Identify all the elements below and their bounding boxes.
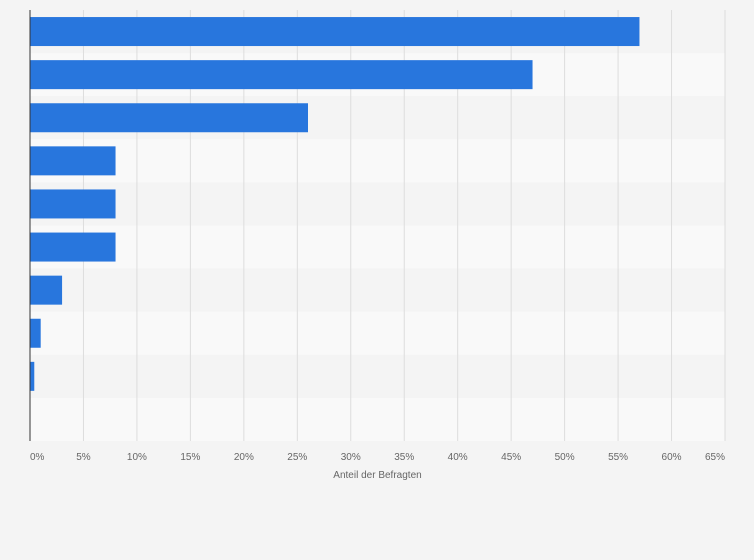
- x-tick-label: 30%: [341, 452, 361, 463]
- bar: [30, 275, 63, 305]
- bar: [30, 17, 640, 47]
- bar: [30, 146, 116, 176]
- bar: [30, 103, 308, 133]
- bar: [30, 361, 35, 391]
- x-tick-label: 5%: [76, 452, 91, 463]
- x-axis-title: Anteil der Befragten: [333, 470, 421, 481]
- x-tick-label: 15%: [180, 452, 200, 463]
- row-band: [30, 397, 725, 441]
- x-tick-label: 60%: [662, 452, 682, 463]
- x-tick-label: 10%: [127, 452, 147, 463]
- row-band: [30, 225, 725, 269]
- row-band: [30, 139, 725, 183]
- row-band: [30, 354, 725, 398]
- x-tick-label: 35%: [394, 452, 414, 463]
- x-tick-label: 0%: [30, 452, 45, 463]
- x-tick-label: 25%: [287, 452, 307, 463]
- bar: [30, 60, 533, 90]
- row-bands: [30, 10, 725, 441]
- x-tick-label: 45%: [501, 452, 521, 463]
- row-band: [30, 311, 725, 355]
- bars: [30, 17, 640, 391]
- bar: [30, 318, 41, 348]
- x-tick-label: 55%: [608, 452, 628, 463]
- bar: [30, 232, 116, 262]
- x-tick-label: 20%: [234, 452, 254, 463]
- row-band: [30, 268, 725, 312]
- row-band: [30, 182, 725, 226]
- x-tick-label: 40%: [448, 452, 468, 463]
- x-tick-label: 50%: [555, 452, 575, 463]
- x-tick-label: 65%: [705, 452, 725, 463]
- x-axis-tick-labels: 0% 5% 10% 15% 20% 25% 30% 35% 40% 45% 50% 55% 60% 65%: [30, 452, 725, 463]
- bar: [30, 189, 116, 219]
